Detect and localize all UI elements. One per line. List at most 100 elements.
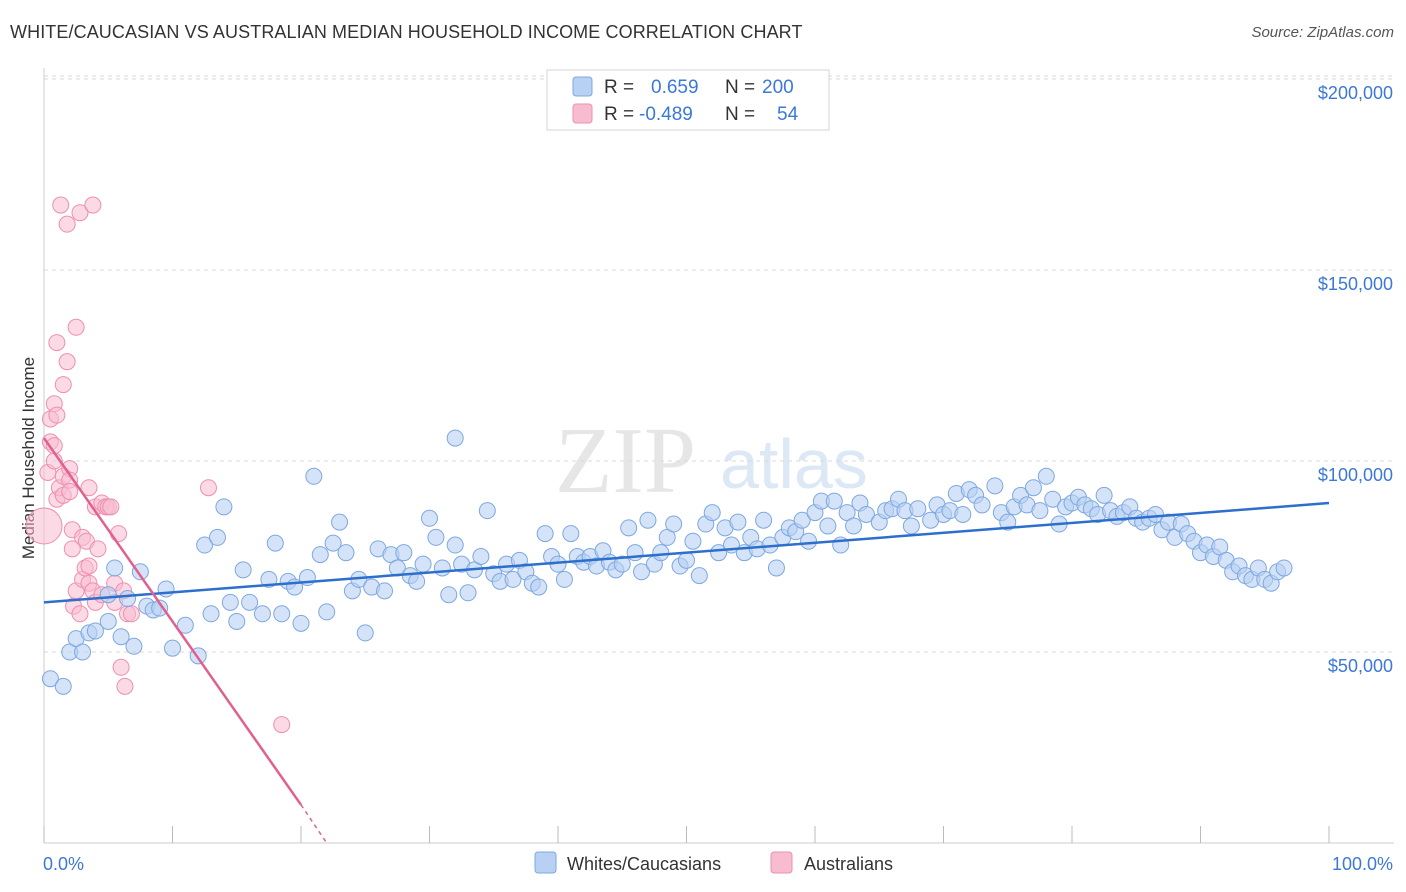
whites-point bbox=[408, 572, 426, 590]
australians-point bbox=[52, 196, 70, 214]
whites-point bbox=[202, 605, 220, 623]
whites-point bbox=[1044, 490, 1062, 508]
legend-n-value-2: 54 bbox=[777, 104, 799, 125]
whites-point bbox=[504, 570, 522, 588]
whites-point bbox=[318, 603, 336, 621]
y-axis-label: Median Household Income bbox=[19, 357, 38, 559]
whites-point bbox=[106, 559, 124, 577]
whites-point bbox=[755, 511, 773, 529]
australians-point bbox=[67, 318, 85, 336]
whites-point bbox=[196, 536, 214, 554]
x-tick-labels: 0.0% 100.0% bbox=[43, 854, 1393, 874]
whites-point bbox=[478, 502, 496, 520]
watermark-zip: ZIP bbox=[555, 409, 696, 513]
australians-point bbox=[71, 204, 89, 222]
whites-point bbox=[446, 536, 464, 554]
whites-trend-line bbox=[43, 501, 1330, 604]
whites-point bbox=[1095, 486, 1113, 504]
whites-point bbox=[1031, 502, 1049, 520]
whites-point bbox=[665, 515, 683, 533]
whites-point bbox=[652, 544, 670, 562]
whites-point bbox=[208, 528, 226, 546]
whites-point bbox=[446, 429, 464, 447]
australians-trend-line bbox=[42, 437, 303, 806]
whites-point bbox=[1147, 505, 1165, 523]
whites-point bbox=[433, 559, 451, 577]
y-tick-label: $200,000 bbox=[1318, 83, 1393, 103]
trend-lines bbox=[42, 437, 1330, 844]
whites-point bbox=[273, 605, 291, 623]
whites-point bbox=[620, 519, 638, 537]
australians-point bbox=[61, 483, 79, 501]
whites-point bbox=[228, 612, 246, 630]
whites-point bbox=[954, 505, 972, 523]
whites-point bbox=[311, 546, 329, 564]
whites-point bbox=[613, 555, 631, 573]
whites-point bbox=[215, 498, 233, 516]
bottom-legend-swatch-australians bbox=[770, 851, 793, 874]
australians-point bbox=[48, 406, 66, 424]
whites-point bbox=[973, 496, 991, 514]
whites-point bbox=[241, 593, 259, 611]
legend-r-value-1: 0.659 bbox=[651, 77, 699, 98]
legend-r-label-1: R = bbox=[604, 77, 634, 98]
whites-point bbox=[703, 504, 721, 522]
whites-point bbox=[639, 511, 657, 529]
whites-point bbox=[999, 513, 1017, 531]
australians-point bbox=[112, 658, 130, 676]
australians-point bbox=[102, 498, 120, 516]
bottom-legend-australians: Australians bbox=[804, 854, 893, 874]
australians-point bbox=[116, 677, 134, 695]
whites-point bbox=[266, 534, 284, 552]
australians-point bbox=[25, 507, 63, 545]
whites-point bbox=[99, 586, 117, 604]
whites-point bbox=[902, 517, 920, 535]
axes bbox=[43, 68, 1394, 844]
whites-point bbox=[164, 639, 181, 657]
australians-point bbox=[122, 605, 140, 623]
australians-point bbox=[110, 525, 128, 543]
whites-point bbox=[845, 517, 863, 535]
chart-title: WHITE/CAUCASIAN VS AUSTRALIAN MEDIAN HOU… bbox=[10, 22, 803, 42]
whites-point bbox=[253, 605, 271, 623]
whites-point bbox=[793, 511, 811, 529]
y-tick-label: $150,000 bbox=[1318, 274, 1393, 294]
whites-point bbox=[305, 467, 323, 485]
whites-point bbox=[1037, 467, 1055, 485]
x-tick-label-min: 0.0% bbox=[43, 854, 84, 874]
whites-point bbox=[678, 551, 695, 569]
whites-point bbox=[376, 582, 394, 600]
whites-point bbox=[633, 563, 651, 581]
australians-point bbox=[58, 215, 76, 233]
whites-point bbox=[331, 513, 349, 531]
legend-r-label-2: R = bbox=[604, 104, 634, 125]
watermark-atlas: atlas bbox=[720, 425, 868, 503]
whites-point bbox=[292, 614, 310, 632]
legend-r-value-2: -0.489 bbox=[639, 104, 693, 125]
whites-point bbox=[176, 616, 194, 634]
whites-point bbox=[151, 599, 169, 617]
source-note: Source: ZipAtlas.com bbox=[1251, 24, 1394, 41]
whites-point bbox=[395, 544, 413, 562]
whites-point bbox=[324, 534, 342, 552]
whites-point bbox=[767, 559, 785, 577]
whites-point bbox=[986, 477, 1004, 495]
series-legend: Whites/Caucasians Australians bbox=[534, 851, 893, 874]
whites-point bbox=[684, 532, 702, 550]
whites-point bbox=[857, 505, 875, 523]
whites-point bbox=[909, 500, 927, 518]
whites-point bbox=[1275, 559, 1293, 577]
whites-point bbox=[221, 593, 239, 611]
australians-point bbox=[71, 605, 89, 623]
whites-point bbox=[530, 578, 548, 596]
whites-point bbox=[99, 612, 117, 630]
whites-point bbox=[337, 544, 355, 562]
whites-point bbox=[234, 561, 252, 579]
australians-point bbox=[48, 334, 66, 352]
whites-point bbox=[459, 584, 477, 602]
australians-point bbox=[199, 479, 217, 497]
legend-n-value-1: 200 bbox=[762, 77, 794, 98]
legend-swatch-pink bbox=[572, 103, 593, 124]
whites-point bbox=[356, 624, 374, 642]
whites-point bbox=[819, 517, 837, 535]
